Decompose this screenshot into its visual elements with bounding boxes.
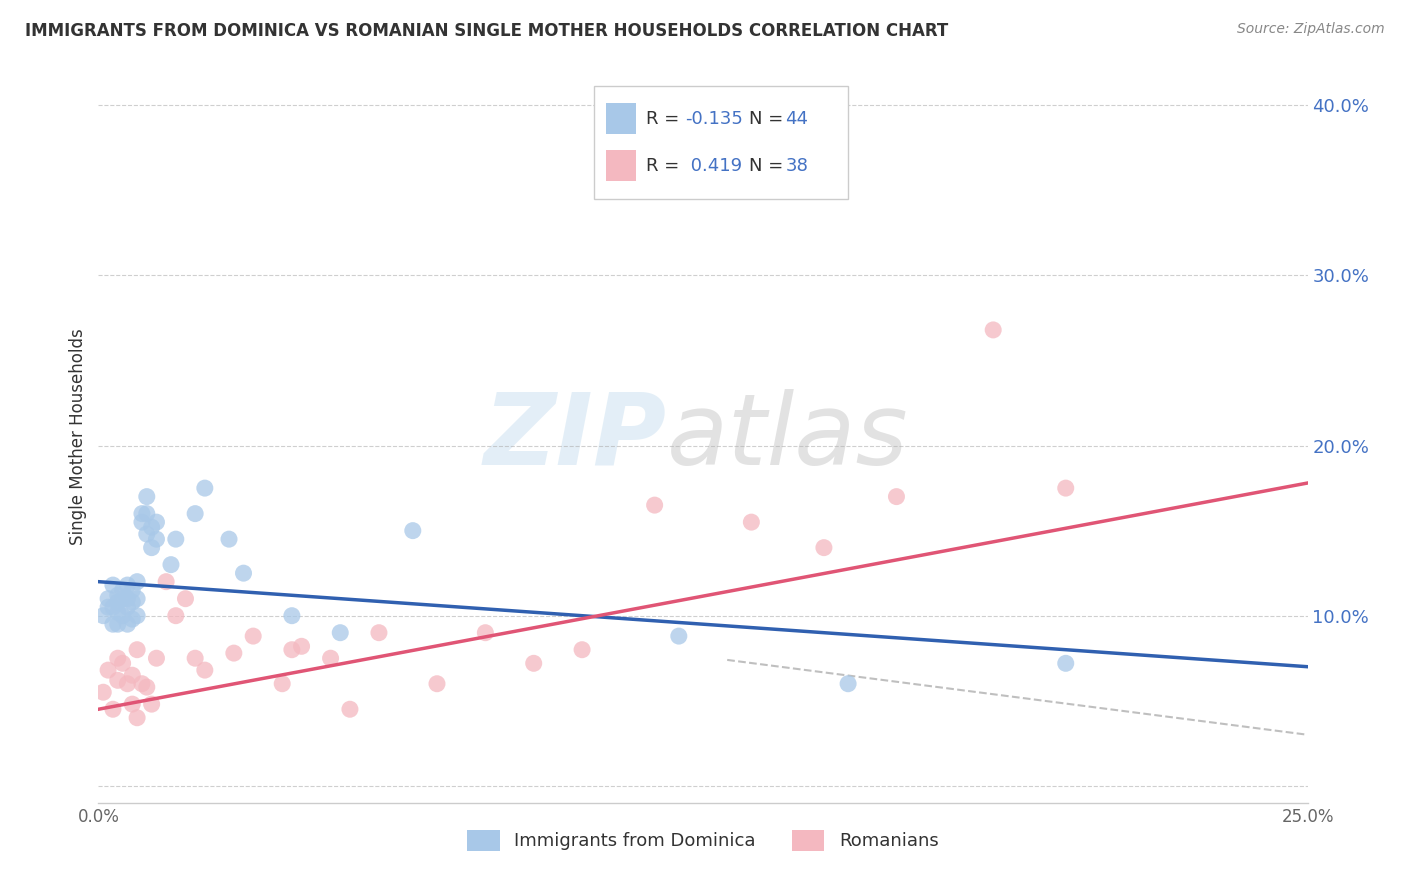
- Point: [101, 702, 124, 716]
- Point: [145, 651, 167, 665]
- Point: [121, 612, 143, 626]
- Point: [135, 527, 157, 541]
- Text: R =: R =: [647, 158, 685, 176]
- Point: [290, 640, 312, 654]
- Point: [117, 677, 139, 691]
- Point: [523, 657, 546, 671]
- Point: [107, 651, 129, 665]
- Point: [184, 651, 207, 665]
- Point: [107, 595, 129, 609]
- Point: [368, 625, 391, 640]
- Point: [281, 642, 304, 657]
- Point: [107, 588, 129, 602]
- Point: [1054, 481, 1077, 495]
- Point: [131, 515, 153, 529]
- Point: [121, 583, 143, 598]
- Point: [886, 490, 908, 504]
- Point: [281, 608, 304, 623]
- FancyBboxPatch shape: [606, 151, 637, 181]
- Point: [111, 657, 134, 671]
- Point: [232, 566, 254, 581]
- Point: [837, 677, 859, 691]
- Point: [329, 625, 352, 640]
- Point: [91, 685, 114, 699]
- Text: 44: 44: [785, 110, 808, 128]
- Point: [101, 617, 124, 632]
- Point: [107, 605, 129, 619]
- Point: [101, 578, 124, 592]
- Point: [141, 541, 163, 555]
- Point: [97, 591, 120, 606]
- Point: [271, 677, 294, 691]
- Point: [91, 608, 114, 623]
- Text: -0.135: -0.135: [685, 110, 742, 128]
- Text: 38: 38: [785, 158, 808, 176]
- Point: [339, 702, 361, 716]
- Point: [668, 629, 690, 643]
- Point: [160, 558, 183, 572]
- Point: [165, 532, 187, 546]
- Point: [101, 600, 124, 615]
- Text: N =: N =: [749, 158, 789, 176]
- Point: [107, 617, 129, 632]
- Point: [184, 507, 207, 521]
- Point: [174, 591, 197, 606]
- Point: [117, 578, 139, 592]
- Point: [135, 507, 157, 521]
- Point: [194, 663, 217, 677]
- Point: [141, 697, 163, 711]
- Point: [111, 591, 134, 606]
- Point: [135, 680, 157, 694]
- Point: [571, 642, 593, 657]
- Point: [194, 481, 217, 495]
- Point: [242, 629, 264, 643]
- Point: [121, 668, 143, 682]
- FancyBboxPatch shape: [595, 86, 848, 200]
- Point: [111, 583, 134, 598]
- Point: [117, 617, 139, 632]
- Point: [402, 524, 425, 538]
- Point: [131, 677, 153, 691]
- Point: [740, 515, 762, 529]
- Point: [127, 711, 149, 725]
- Point: [135, 490, 157, 504]
- Point: [131, 507, 153, 521]
- Point: [127, 591, 149, 606]
- Point: [145, 532, 167, 546]
- Point: [127, 574, 149, 589]
- Point: [121, 595, 143, 609]
- Text: N =: N =: [749, 110, 789, 128]
- Text: R =: R =: [647, 110, 685, 128]
- Point: [644, 498, 666, 512]
- Point: [111, 608, 134, 623]
- Point: [474, 625, 496, 640]
- Text: IMMIGRANTS FROM DOMINICA VS ROMANIAN SINGLE MOTHER HOUSEHOLDS CORRELATION CHART: IMMIGRANTS FROM DOMINICA VS ROMANIAN SIN…: [25, 22, 949, 40]
- Point: [107, 673, 129, 688]
- Point: [145, 515, 167, 529]
- Point: [1054, 657, 1077, 671]
- Point: [121, 697, 143, 711]
- Point: [155, 574, 177, 589]
- Point: [117, 600, 139, 615]
- Point: [97, 663, 120, 677]
- Point: [981, 323, 1004, 337]
- Point: [165, 608, 187, 623]
- Text: ZIP: ZIP: [484, 389, 666, 485]
- Text: atlas: atlas: [666, 389, 908, 485]
- Point: [813, 541, 835, 555]
- Point: [426, 677, 449, 691]
- Point: [127, 608, 149, 623]
- Text: 0.419: 0.419: [685, 158, 742, 176]
- Point: [141, 520, 163, 534]
- Y-axis label: Single Mother Households: Single Mother Households: [69, 329, 87, 545]
- Point: [319, 651, 342, 665]
- Point: [218, 532, 240, 546]
- Point: [97, 600, 120, 615]
- FancyBboxPatch shape: [606, 103, 637, 134]
- Point: [117, 591, 139, 606]
- Text: Source: ZipAtlas.com: Source: ZipAtlas.com: [1237, 22, 1385, 37]
- Point: [222, 646, 245, 660]
- Legend: Immigrants from Dominica, Romanians: Immigrants from Dominica, Romanians: [458, 821, 948, 860]
- Point: [127, 642, 149, 657]
